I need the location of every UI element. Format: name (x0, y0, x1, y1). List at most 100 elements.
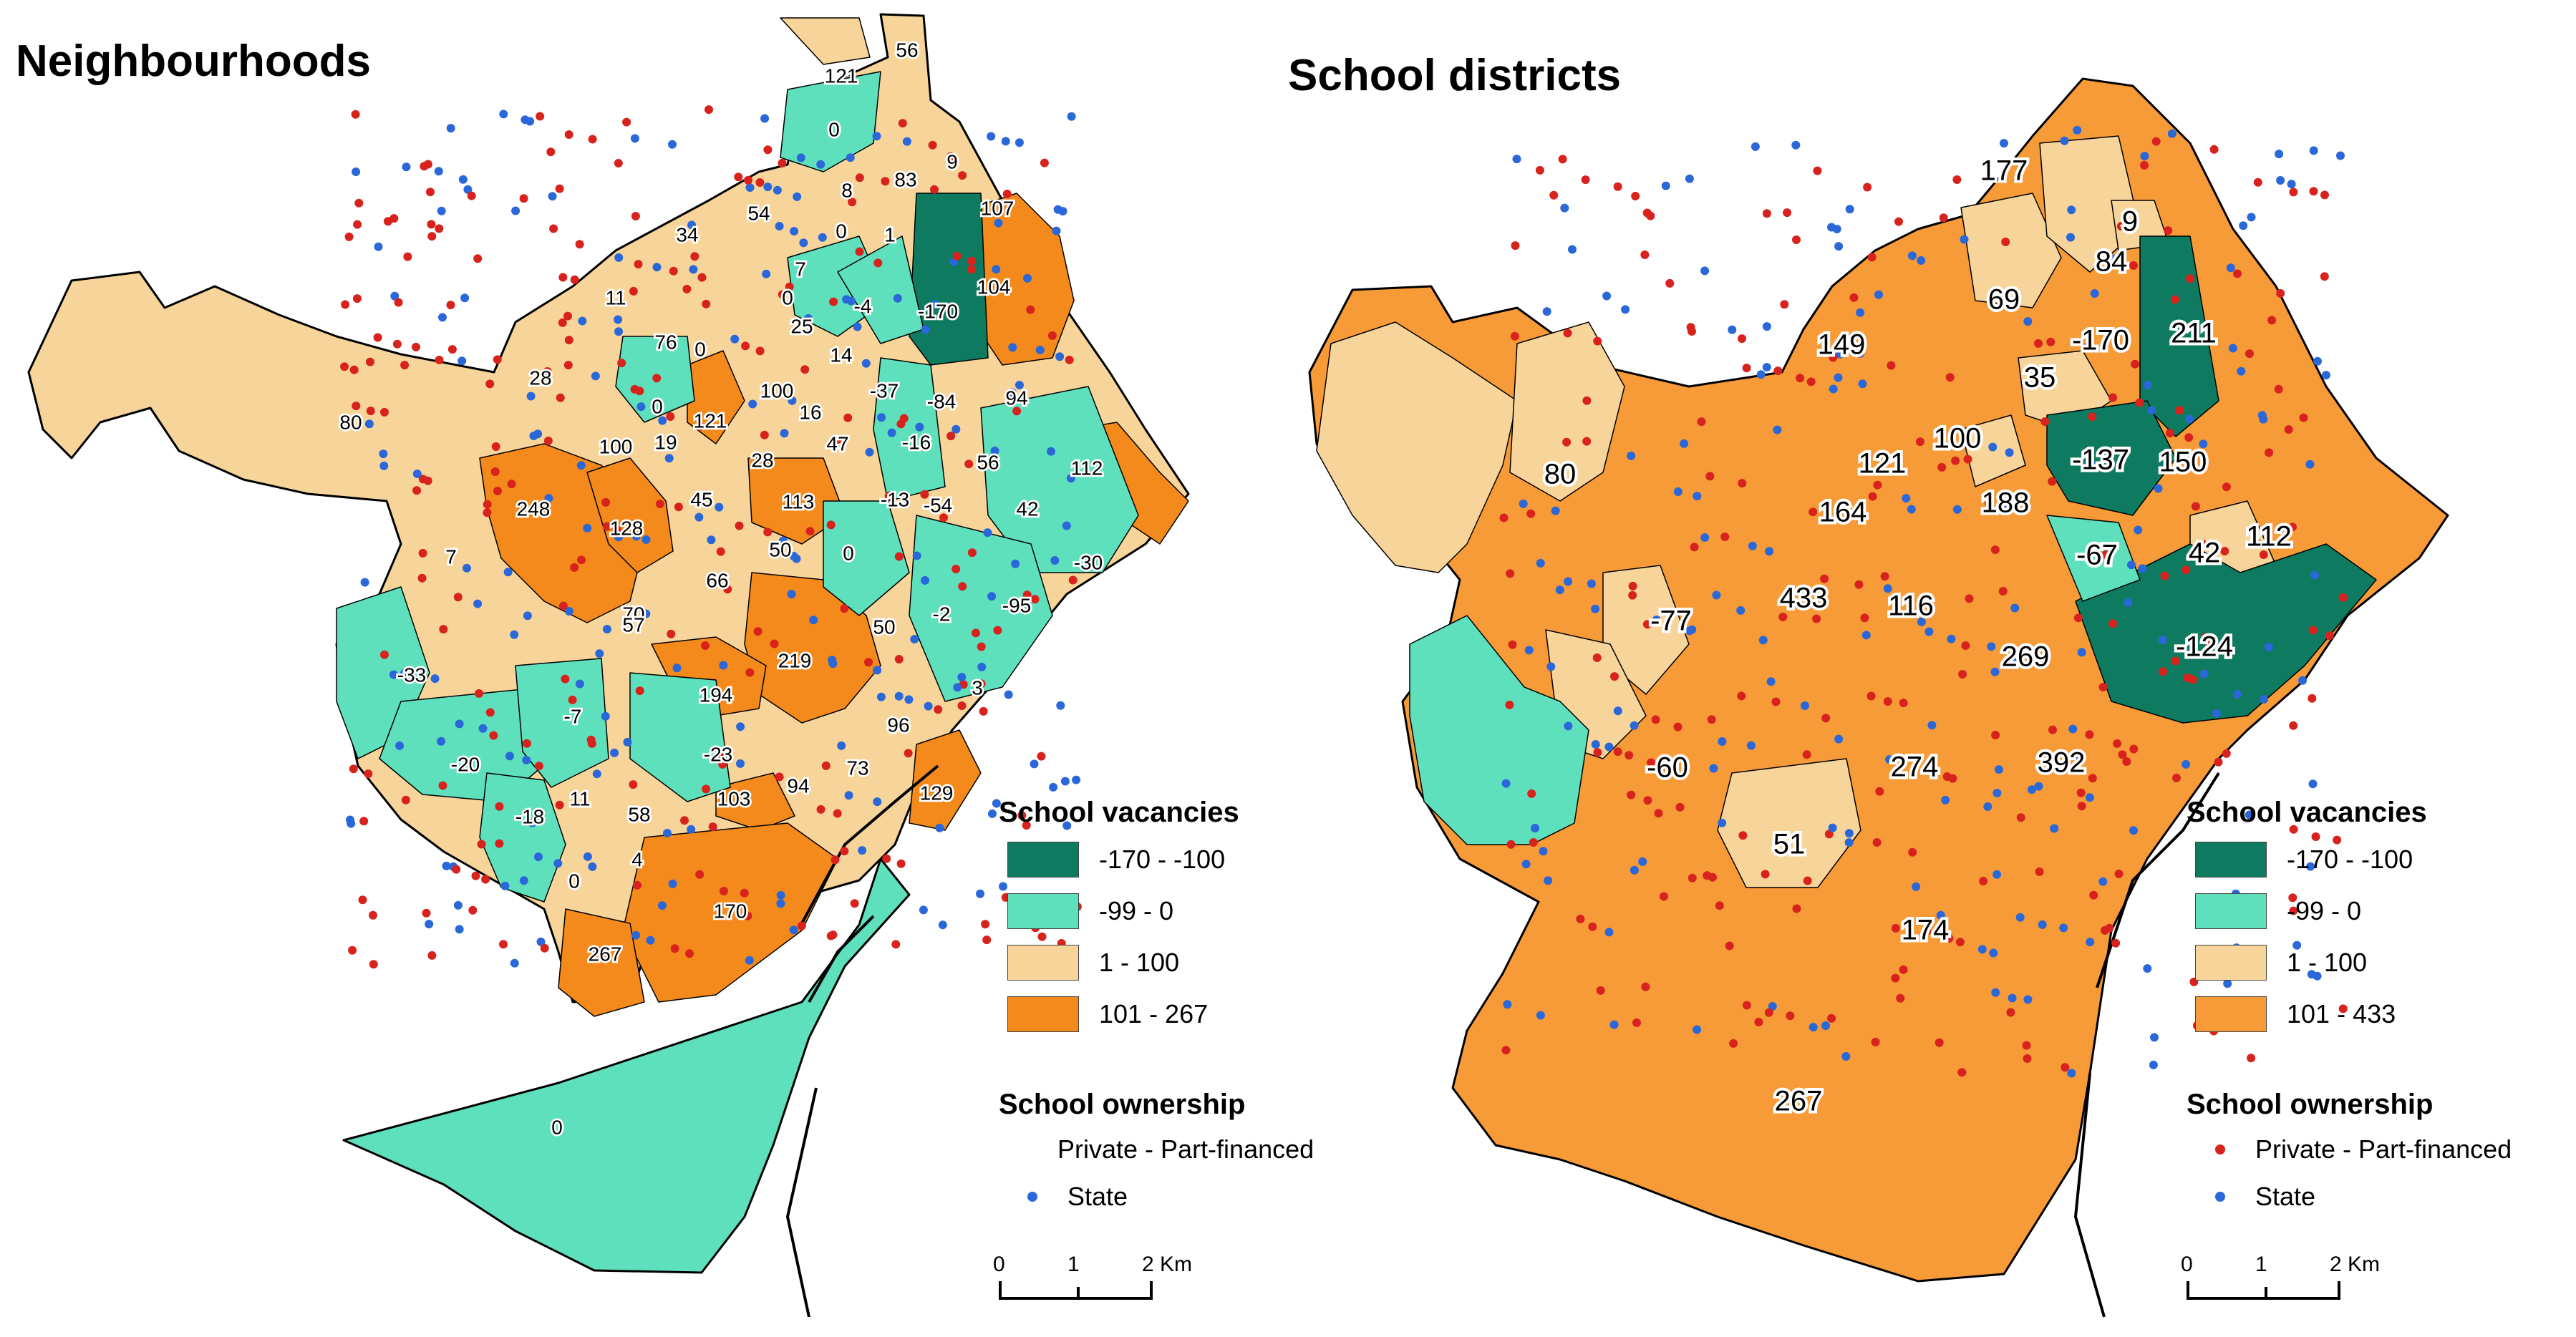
school-point (1891, 923, 1900, 933)
school-point (2011, 657, 2020, 666)
school-point (1907, 505, 1916, 514)
school-point (904, 695, 914, 704)
district-15 (1409, 615, 1589, 845)
school-point (797, 921, 806, 930)
school-point (1647, 758, 1656, 767)
school-point (2147, 406, 2156, 415)
legend-class-1: -170 - -100 (2187, 834, 2573, 885)
school-point (921, 575, 929, 585)
school-point (652, 263, 662, 272)
school-point (455, 719, 464, 729)
school-point (736, 759, 745, 768)
school-point (1529, 838, 1538, 847)
school-point (1555, 585, 1564, 595)
value-label: 11 (605, 286, 626, 308)
school-point (614, 315, 623, 324)
school-point (694, 512, 704, 522)
school-point (1023, 273, 1032, 283)
school-point (804, 314, 813, 323)
school-point (1790, 598, 1799, 607)
school-point (543, 367, 552, 376)
school-point (2170, 295, 2179, 304)
value-label: 121 (694, 409, 727, 432)
value-label: -2 (933, 603, 951, 625)
school-point (1022, 590, 1032, 600)
school-point (561, 674, 570, 684)
school-point (340, 362, 349, 371)
school-point (843, 413, 853, 422)
school-point (2289, 906, 2298, 915)
school-point (1820, 574, 1829, 583)
school-point (1613, 747, 1622, 757)
legend-class-3: 1 - 100 (2187, 937, 2573, 988)
school-point (1604, 742, 1614, 752)
school-point (447, 345, 457, 354)
school-point (2129, 261, 2138, 270)
district-0 (1316, 321, 1518, 573)
school-point (2186, 274, 2195, 283)
school-point (1912, 882, 1921, 891)
school-point (1576, 915, 1585, 923)
school-point (1941, 795, 1950, 804)
school-point (1551, 506, 1560, 515)
value-label: -33 (397, 663, 426, 686)
school-point (1062, 821, 1072, 830)
school-point (364, 419, 374, 429)
school-point (646, 935, 655, 945)
school-point (1544, 876, 1553, 885)
school-point (896, 859, 906, 868)
school-point (1062, 521, 1071, 530)
value-label: 4 (631, 848, 643, 870)
scale-bar: 0 1 2 Km (2181, 1253, 2401, 1300)
school-point (1562, 437, 1572, 447)
school-point (983, 528, 992, 538)
school-point (2001, 238, 2010, 246)
value-label: -170 (2072, 325, 2129, 356)
school-point (629, 286, 638, 296)
school-point (873, 258, 883, 268)
school-point (490, 467, 500, 476)
school-point (379, 461, 389, 470)
school-point (418, 475, 427, 484)
school-point (1803, 876, 1812, 885)
school-point (1712, 590, 1721, 600)
value-label: 42 (1016, 497, 1038, 520)
school-point (842, 295, 851, 304)
school-point (2048, 725, 2057, 734)
school-point (831, 855, 840, 865)
school-point (877, 413, 886, 422)
school-point (667, 629, 676, 638)
school-point (2113, 739, 2122, 748)
school-point (1764, 1008, 1773, 1017)
district-polygons (27, 13, 1190, 1318)
school-point (865, 447, 874, 457)
school-point (2220, 547, 2229, 555)
school-point (423, 160, 432, 169)
school-point (473, 599, 483, 608)
school-point (2159, 667, 2167, 676)
legend-label: 1 - 100 (1099, 948, 1180, 977)
school-point (2023, 1054, 2032, 1063)
school-point (695, 422, 704, 431)
school-point (1955, 938, 1965, 947)
value-label: 248 (517, 497, 551, 520)
school-point (992, 265, 1001, 274)
school-point (800, 365, 810, 374)
school-point (358, 895, 367, 905)
school-point (2023, 317, 2033, 326)
school-point (570, 563, 579, 572)
school-point (674, 502, 683, 512)
school-point (2254, 539, 2263, 548)
school-point (708, 822, 717, 832)
value-label: 0 (568, 870, 580, 892)
school-point (2222, 749, 2231, 758)
port-outline (785, 764, 939, 1318)
school-districts-panel: School districts 177 9 84 69 149 -170 211 35 80 1… (1288, 0, 2576, 1337)
district-12 (780, 17, 871, 65)
school-point (682, 284, 692, 293)
school-point (2310, 570, 2319, 580)
school-point (417, 573, 427, 583)
school-point (964, 460, 974, 469)
school-point (1957, 1068, 1967, 1077)
school-point (1874, 290, 1883, 299)
